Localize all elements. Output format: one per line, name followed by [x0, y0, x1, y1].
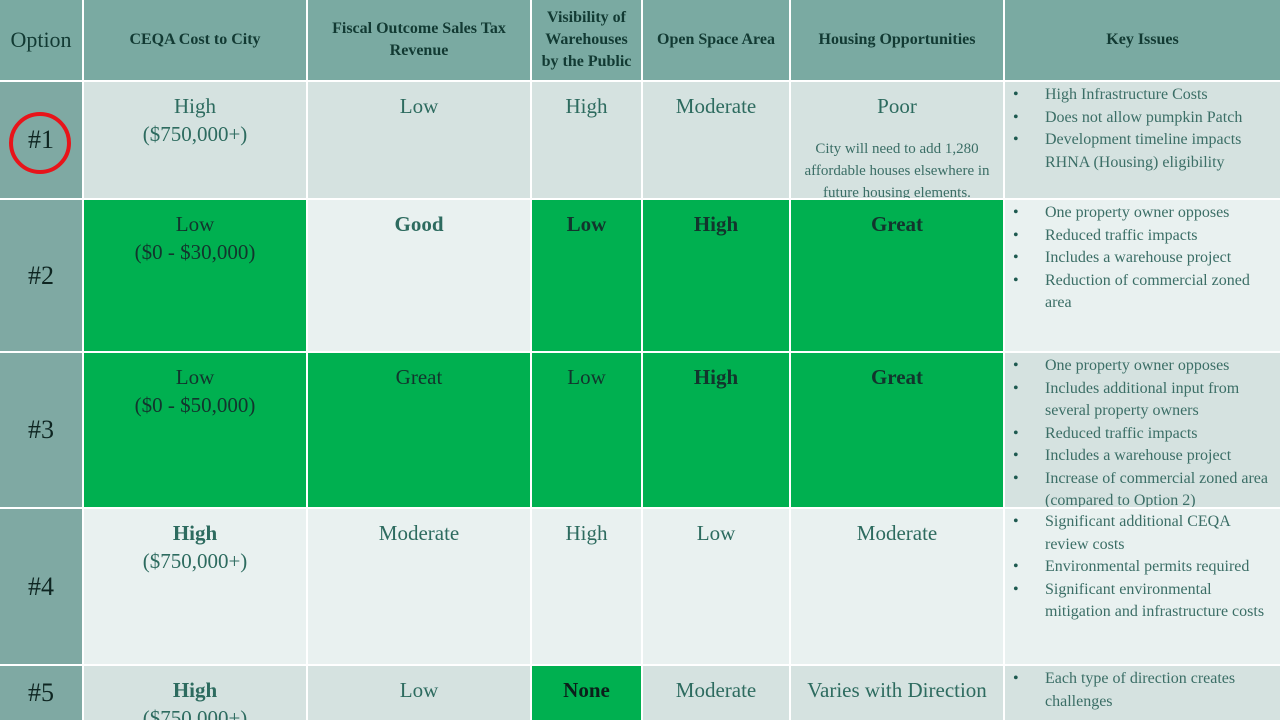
- visibility-cell: High: [532, 509, 641, 664]
- option-5: #5: [0, 666, 82, 720]
- key-issue-item: Significant additional CEQA review costs: [1013, 511, 1272, 556]
- ceqa-cell: Low ($0 - $30,000): [84, 200, 306, 351]
- open-space-cell: High: [643, 200, 789, 351]
- ceqa-level: Low: [175, 365, 215, 389]
- highlight-circle-option-1: [9, 112, 71, 174]
- header-visibility: Visibility of Warehouses by the Public: [532, 0, 641, 80]
- ceqa-range: ($750,000+): [142, 706, 248, 720]
- ceqa-level: High: [174, 94, 216, 118]
- key-issues-list: One property owner opposesIncludes addit…: [1013, 355, 1272, 507]
- housing-cell: Moderate: [791, 509, 1003, 664]
- ceqa-cell: High ($750,000+): [84, 82, 306, 198]
- ceqa-range: ($750,000+): [142, 549, 248, 573]
- key-issue-item: Includes a warehouse project: [1013, 247, 1272, 270]
- header-housing: Housing Opportunities: [791, 0, 1003, 80]
- key-issues-cell: Significant additional CEQA review costs…: [1005, 509, 1280, 664]
- header-option: Option: [0, 0, 82, 80]
- header-key-issues: Key Issues: [1005, 0, 1280, 80]
- header-open-space: Open Space Area: [643, 0, 789, 80]
- key-issue-item: Each type of direction creates challenge…: [1013, 668, 1272, 713]
- open-space-cell: Moderate: [643, 666, 789, 720]
- ceqa-level: Low: [175, 212, 215, 236]
- fiscal-cell: Great: [308, 353, 530, 507]
- key-issue-item: Development timeline impacts RHNA (Housi…: [1013, 129, 1272, 174]
- key-issues-list: One property owner opposesReduced traffi…: [1013, 202, 1272, 315]
- visibility-cell: None: [532, 666, 641, 720]
- visibility-cell: Low: [532, 200, 641, 351]
- open-space-cell: Low: [643, 509, 789, 664]
- ceqa-range: ($750,000+): [142, 122, 248, 146]
- key-issue-item: One property owner opposes: [1013, 202, 1272, 225]
- key-issues-cell: One property owner opposesIncludes addit…: [1005, 353, 1280, 507]
- housing-cell: Varies with Direction: [791, 666, 1003, 720]
- open-space-cell: Moderate: [643, 82, 789, 198]
- key-issues-list: High Infrastructure CostsDoes not allow …: [1013, 84, 1272, 174]
- housing-cell: Poor City will need to add 1,280 affordab…: [791, 82, 1003, 198]
- housing-level: Poor: [877, 94, 917, 118]
- ceqa-cell: Low ($0 - $50,000): [84, 353, 306, 507]
- key-issues-cell: Each type of direction creates challenge…: [1005, 666, 1280, 720]
- ceqa-range: ($0 - $30,000): [134, 240, 256, 264]
- ceqa-range: ($0 - $50,000): [134, 393, 256, 417]
- fiscal-cell: Moderate: [308, 509, 530, 664]
- ceqa-level: High: [172, 521, 218, 545]
- key-issue-item: Increase of commercial zoned area (compa…: [1013, 468, 1272, 508]
- key-issues-list: Significant additional CEQA review costs…: [1013, 511, 1272, 624]
- housing-cell: Great: [791, 353, 1003, 507]
- key-issues-cell: One property owner opposesReduced traffi…: [1005, 200, 1280, 351]
- ceqa-cell: High ($750,000+): [84, 666, 306, 720]
- ceqa-cell: High ($750,000+): [84, 509, 306, 664]
- open-space-cell: High: [643, 353, 789, 507]
- key-issue-item: One property owner opposes: [1013, 355, 1272, 378]
- fiscal-cell: Good: [308, 200, 530, 351]
- key-issue-item: Includes additional input from several p…: [1013, 378, 1272, 423]
- key-issues-cell: High Infrastructure CostsDoes not allow …: [1005, 82, 1280, 198]
- housing-cell: Great: [791, 200, 1003, 351]
- housing-note: City will need to add 1,280 affordable h…: [804, 141, 990, 198]
- key-issue-item: Reduction of commercial zoned area: [1013, 270, 1272, 315]
- fiscal-cell: Low: [308, 82, 530, 198]
- key-issue-item: Includes a warehouse project: [1013, 445, 1272, 468]
- key-issue-item: High Infrastructure Costs: [1013, 84, 1272, 107]
- visibility-cell: High: [532, 82, 641, 198]
- ceqa-level: High: [172, 678, 218, 702]
- key-issue-item: Environmental permits required: [1013, 556, 1272, 579]
- key-issue-item: Reduced traffic impacts: [1013, 423, 1272, 446]
- option-4: #4: [0, 509, 82, 664]
- header-ceqa-cost: CEQA Cost to City: [84, 0, 306, 80]
- fiscal-cell: Low: [308, 666, 530, 720]
- option-3: #3: [0, 353, 82, 507]
- key-issue-item: Does not allow pumpkin Patch: [1013, 107, 1272, 130]
- option-2: #2: [0, 200, 82, 351]
- key-issue-item: Reduced traffic impacts: [1013, 225, 1272, 248]
- visibility-cell: Low: [532, 353, 641, 507]
- key-issues-list: Each type of direction creates challenge…: [1013, 668, 1272, 713]
- key-issue-item: Significant environmental mitigation and…: [1013, 579, 1272, 624]
- header-fiscal-outcome: Fiscal Outcome Sales Tax Revenue: [308, 0, 530, 80]
